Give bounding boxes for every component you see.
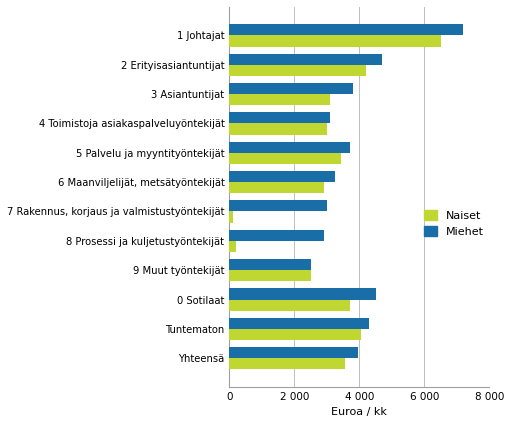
Legend: Naiset, Miehet: Naiset, Miehet (424, 210, 484, 237)
Bar (229, 24, 463, 35)
Bar (229, 329, 361, 340)
Bar (229, 112, 330, 123)
Bar (229, 241, 236, 252)
Bar (229, 270, 311, 282)
Bar (229, 358, 345, 369)
Bar (229, 259, 311, 270)
Bar (229, 153, 341, 164)
Bar (229, 142, 350, 153)
Bar (229, 299, 350, 311)
Bar (229, 65, 366, 76)
Bar (229, 123, 327, 134)
Bar (229, 212, 233, 223)
Bar (229, 83, 353, 94)
Bar (229, 318, 369, 329)
Bar (229, 288, 376, 299)
Bar (229, 94, 330, 105)
Bar (229, 171, 335, 182)
Bar (229, 35, 440, 47)
X-axis label: Euroa / kk: Euroa / kk (332, 407, 387, 417)
Bar (229, 200, 327, 212)
Bar (229, 347, 358, 358)
Bar (229, 53, 382, 65)
Bar (229, 182, 323, 193)
Bar (229, 230, 323, 241)
